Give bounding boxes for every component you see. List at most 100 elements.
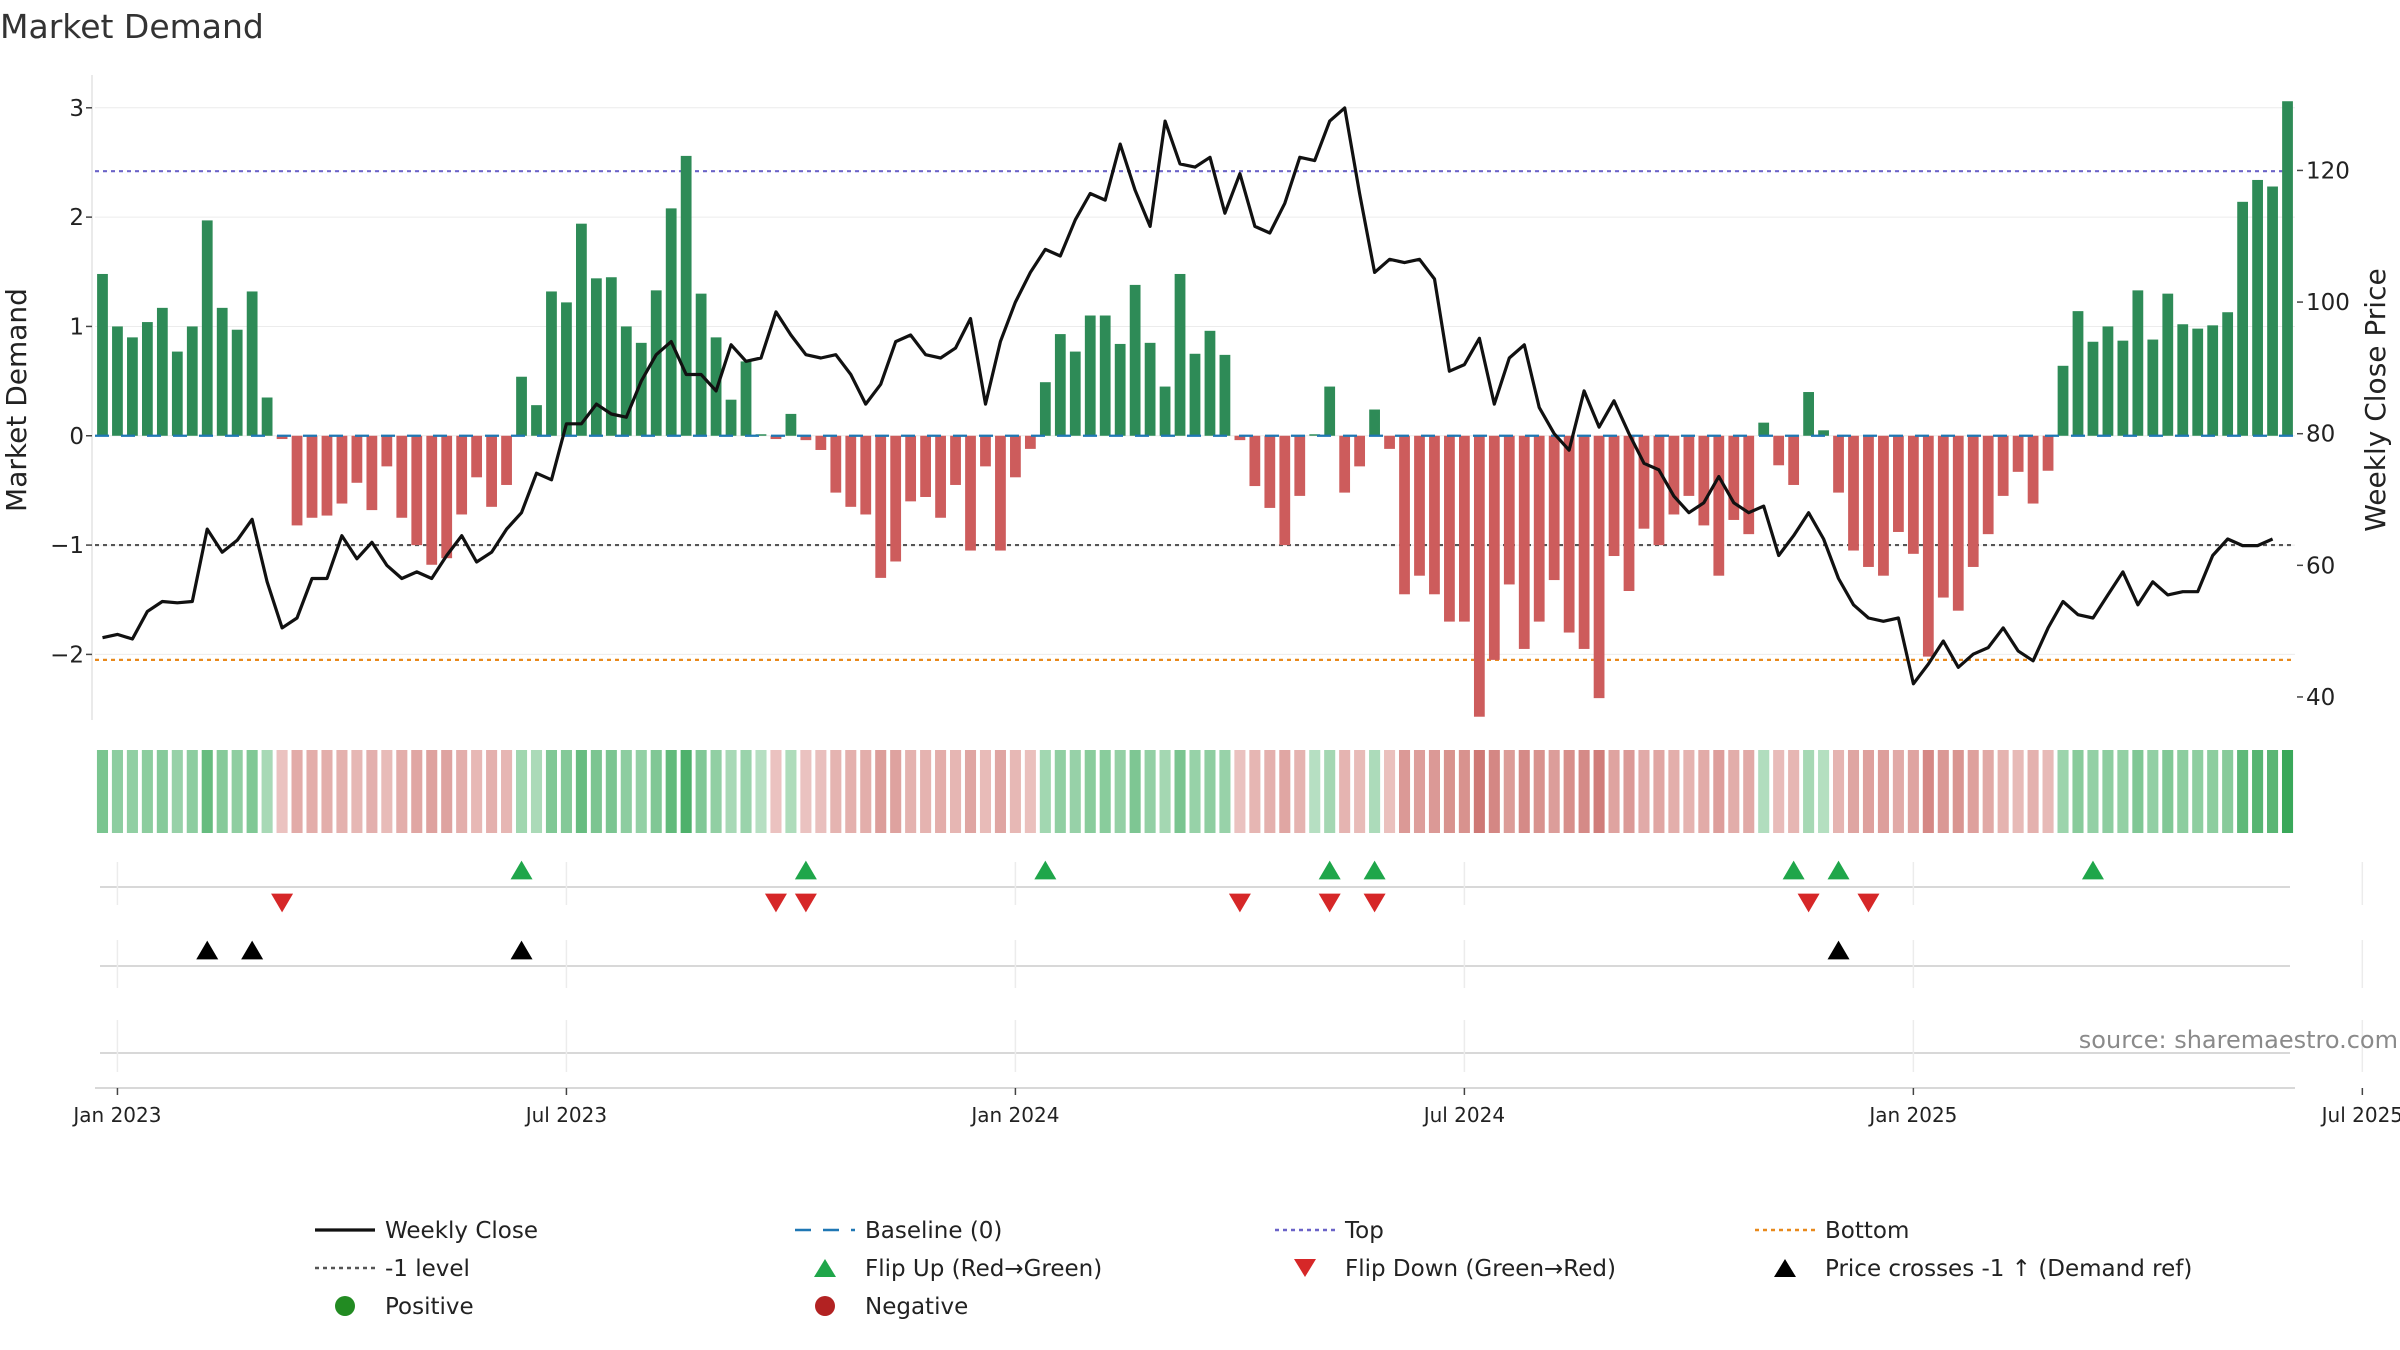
heat-cell-38 bbox=[665, 750, 677, 833]
heat-cell-44 bbox=[755, 750, 767, 833]
demand-bar-98 bbox=[1563, 435, 1575, 633]
heat-cell-137 bbox=[2147, 750, 2159, 833]
demand-bar-51 bbox=[860, 435, 872, 515]
heat-cell-57 bbox=[950, 750, 962, 833]
heat-cell-80 bbox=[1294, 750, 1306, 833]
demand-bar-105 bbox=[1668, 435, 1680, 515]
demand-bar-121 bbox=[1907, 435, 1919, 554]
heat-cell-59 bbox=[979, 750, 992, 833]
demand-bar-95 bbox=[1518, 435, 1530, 649]
heat-cell-111 bbox=[1758, 750, 1770, 833]
heat-cell-71 bbox=[1159, 750, 1171, 833]
heat-cell-110 bbox=[1743, 750, 1755, 833]
demand-bar-53 bbox=[890, 435, 902, 562]
heat-cell-39 bbox=[680, 750, 692, 833]
legend-label-1: Baseline (0) bbox=[865, 1218, 1002, 1244]
heat-cell-124 bbox=[1952, 750, 1964, 833]
heat-cell-62 bbox=[1024, 750, 1036, 833]
heat-cell-145 bbox=[2267, 750, 2279, 833]
flip-down-marker-1 bbox=[764, 893, 787, 913]
demand-bar-135 bbox=[2117, 340, 2129, 436]
heat-cell-129 bbox=[2027, 750, 2039, 833]
y2tick-label-2: 80 bbox=[2306, 422, 2335, 448]
heat-cell-114 bbox=[1803, 750, 1815, 833]
heat-cell-146 bbox=[2281, 750, 2294, 833]
legend-label-9: Negative bbox=[865, 1294, 968, 1320]
heat-cell-136 bbox=[2132, 750, 2144, 833]
xtick-label-2: Jan 2024 bbox=[969, 1103, 1059, 1127]
heat-cell-28 bbox=[515, 750, 528, 833]
demand-bar-67 bbox=[1099, 315, 1111, 436]
heat-cell-85 bbox=[1369, 750, 1381, 833]
demand-bar-112 bbox=[1773, 435, 1785, 466]
heat-cell-51 bbox=[860, 750, 872, 833]
heat-cell-50 bbox=[845, 750, 857, 833]
legend-label-4: -1 level bbox=[385, 1256, 470, 1282]
demand-bar-19 bbox=[381, 435, 393, 467]
y2tick-label-0: 120 bbox=[2306, 158, 2350, 184]
heat-cell-15 bbox=[321, 750, 333, 833]
demand-bar-68 bbox=[1114, 343, 1126, 436]
heat-cell-42 bbox=[725, 750, 737, 833]
demand-bar-63 bbox=[1039, 382, 1051, 436]
demand-bar-117 bbox=[1848, 435, 1859, 551]
heat-cell-140 bbox=[2192, 750, 2204, 833]
heat-cell-37 bbox=[650, 750, 662, 833]
flip-up-marker-6 bbox=[1827, 860, 1850, 880]
demand-bar-1 bbox=[112, 326, 123, 436]
right-axis-ticks: 120 100 80 60 40 bbox=[2297, 158, 2350, 711]
heat-cell-115 bbox=[1818, 750, 1830, 833]
demand-bar-103 bbox=[1638, 435, 1650, 529]
demand-bar-101 bbox=[1608, 435, 1620, 557]
demand-bar-15 bbox=[321, 435, 333, 516]
demand-bar-47 bbox=[800, 435, 812, 441]
heat-cell-31 bbox=[560, 750, 572, 833]
demand-bar-131 bbox=[2057, 365, 2069, 436]
demand-bar-65 bbox=[1069, 351, 1081, 436]
legend-swatch-7 bbox=[1774, 1259, 1796, 1277]
demand-bar-48 bbox=[815, 435, 827, 450]
demand-bar-40 bbox=[695, 293, 707, 436]
demand-bar-29 bbox=[531, 405, 542, 436]
heat-cell-20 bbox=[396, 750, 408, 833]
heat-cell-133 bbox=[2087, 750, 2099, 833]
heat-cell-106 bbox=[1683, 750, 1695, 833]
demand-bar-3 bbox=[141, 322, 153, 436]
demand-bar-124 bbox=[1952, 435, 1964, 611]
demand-bar-139 bbox=[2177, 324, 2189, 436]
heat-cell-77 bbox=[1249, 750, 1261, 833]
demand-bar-39 bbox=[680, 155, 692, 436]
demand-bar-71 bbox=[1159, 386, 1171, 436]
flip-up-marker-3 bbox=[1318, 860, 1341, 880]
heat-cell-78 bbox=[1264, 750, 1276, 833]
demand-bar-78 bbox=[1264, 435, 1276, 508]
demand-bar-143 bbox=[2237, 201, 2249, 436]
heat-cell-19 bbox=[381, 750, 393, 833]
demand-bar-83 bbox=[1339, 435, 1351, 493]
ytick-label-0: 3 bbox=[69, 96, 84, 122]
heat-cell-25 bbox=[471, 750, 483, 833]
demand-bar-28 bbox=[516, 376, 527, 436]
chart-legend: Weekly Close Baseline (0) Top Bottom -1 leve… bbox=[315, 1218, 2192, 1320]
heat-cell-132 bbox=[2072, 750, 2084, 833]
demand-bar-77 bbox=[1249, 435, 1261, 487]
demand-bar-30 bbox=[546, 291, 557, 436]
demand-bar-55 bbox=[920, 435, 931, 497]
heat-cell-73 bbox=[1189, 750, 1201, 833]
demand-bar-102 bbox=[1623, 435, 1635, 591]
heat-cell-46 bbox=[785, 750, 797, 833]
demand-bar-42 bbox=[725, 399, 737, 436]
heat-cell-141 bbox=[2207, 750, 2219, 833]
heat-cell-108 bbox=[1713, 750, 1725, 833]
demand-bar-119 bbox=[1878, 435, 1889, 576]
demand-bar-90 bbox=[1444, 435, 1455, 622]
demand-bar-115 bbox=[1818, 430, 1829, 436]
heat-cell-47 bbox=[800, 750, 812, 833]
chart-title: Market Demand bbox=[0, 7, 264, 46]
heat-cell-58 bbox=[964, 750, 977, 833]
heat-cell-60 bbox=[994, 750, 1006, 833]
heat-cell-139 bbox=[2177, 750, 2189, 833]
heat-cell-76 bbox=[1234, 750, 1246, 833]
demand-bar-11 bbox=[261, 397, 273, 436]
heat-cell-67 bbox=[1099, 750, 1111, 833]
